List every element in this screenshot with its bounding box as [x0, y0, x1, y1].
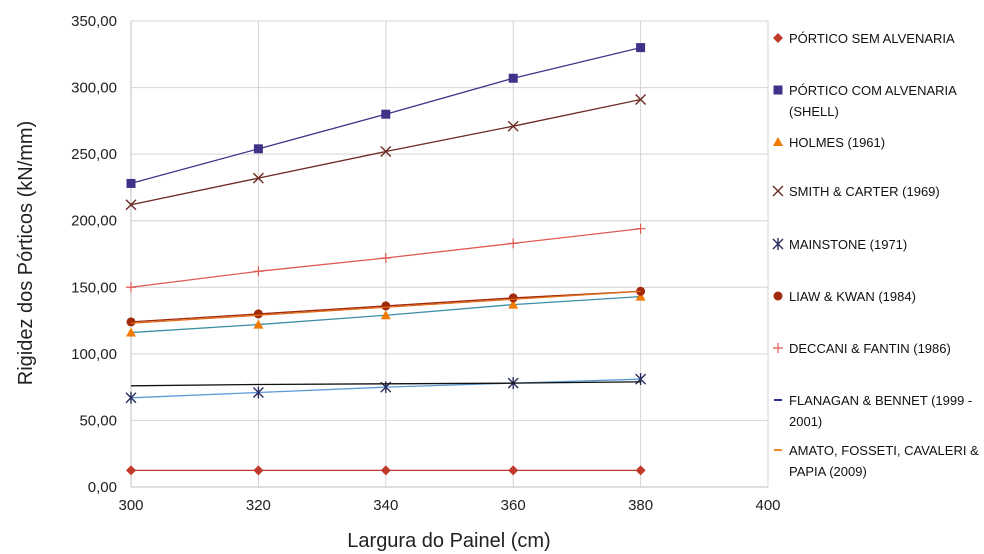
legend-marker-shape [773, 85, 783, 95]
legend-label: PÓRTICO SEM ALVENARIA [789, 31, 955, 46]
legend-label: AMATO, FOSSETI, CAVALERI & PAPIA (2009) [789, 443, 979, 479]
data-point [508, 238, 519, 249]
legend-item: LIAW & KWAN (1984) [770, 286, 984, 307]
legend-marker [773, 291, 783, 301]
data-point [635, 94, 647, 106]
series [130, 381, 641, 387]
legend-label: DECCANI & FANTIN (1986) [789, 341, 951, 356]
data-point [125, 391, 137, 404]
y-tick-label: 300,00 [71, 80, 117, 97]
data-point [253, 465, 264, 476]
legend-marker [773, 85, 783, 95]
legend-marker [773, 33, 783, 43]
data-point [381, 301, 391, 311]
x-axis-title: Largura do Painel (cm) [347, 530, 550, 552]
grid [130, 20, 769, 488]
x-tick-label: 320 [246, 497, 271, 514]
data-point [635, 465, 646, 476]
legend-marker-shape [773, 343, 783, 353]
legend-item: FLANAGAN & BENNET (1999 - 2001) [770, 390, 984, 432]
x-tick-label: 360 [501, 497, 526, 514]
data-point [126, 317, 136, 327]
axes: 300 320 340 360 380 400 0,00 50,00 100,00 150,00 2… [71, 13, 780, 514]
legend-marker [774, 399, 782, 401]
legend-marker [772, 185, 784, 197]
legend-marker [773, 343, 783, 353]
data-point [252, 386, 264, 399]
legend-marker-shape [773, 291, 783, 301]
data-point [507, 120, 519, 132]
legend-item: HOLMES (1961) [770, 132, 984, 153]
legend-label: FLANAGAN & BENNET (1999 - 2001) [789, 393, 973, 429]
legend-item: SMITH & CARTER (1969) [770, 181, 984, 202]
series [126, 223, 646, 293]
data-point [253, 144, 263, 154]
y-tick-label: 150,00 [71, 279, 117, 296]
series [126, 465, 646, 476]
data-point [126, 465, 136, 476]
legend-marker-shape [772, 185, 784, 197]
data-point [381, 109, 391, 119]
data-point [126, 282, 136, 293]
series-layer [125, 43, 647, 476]
legend-label: HOLMES (1961) [789, 135, 886, 150]
y-tick-label: 250,00 [71, 146, 117, 163]
data-point [253, 309, 263, 319]
data-point [636, 43, 646, 53]
legend-label: SMITH & CARTER (1969) [789, 184, 940, 199]
legend-marker-shape [772, 238, 784, 250]
data-point [508, 465, 519, 476]
series-line [130, 381, 641, 387]
x-tick-label: 400 [755, 497, 780, 514]
data-point [253, 266, 264, 277]
legend-item: PÓRTICO COM ALVENARIA (SHELL) [770, 80, 984, 122]
data-point [508, 299, 519, 309]
legend-label: MAINSTONE (1971) [789, 237, 908, 252]
data-point [380, 145, 392, 157]
series [125, 94, 647, 211]
legend-marker [774, 449, 782, 451]
series [126, 291, 646, 337]
data-point [126, 178, 136, 188]
data-point [508, 73, 518, 83]
series [126, 43, 646, 188]
legend-marker [772, 238, 784, 250]
y-tick-label: 0,00 [88, 479, 117, 496]
y-axis-title: Rigidez dos Pórticos (kN/mm) [15, 121, 37, 386]
data-point [126, 327, 136, 337]
data-point [253, 319, 264, 329]
legend-label: LIAW & KWAN (1984) [789, 289, 916, 304]
legend-item: MAINSTONE (1971) [770, 234, 984, 255]
series [130, 290, 641, 324]
y-tick-label: 100,00 [71, 346, 117, 363]
data-point [252, 172, 264, 184]
legend-marker [773, 137, 783, 146]
legend-label: PÓRTICO COM ALVENARIA (SHELL) [789, 83, 957, 119]
legend-item: PÓRTICO SEM ALVENARIA [770, 28, 984, 49]
x-tick-label: 380 [628, 497, 653, 514]
data-point [635, 291, 646, 301]
y-tick-label: 200,00 [71, 213, 117, 230]
y-tick-label: 350,00 [71, 13, 117, 30]
data-point [380, 310, 391, 320]
legend-item: AMATO, FOSSETI, CAVALERI & PAPIA (2009) [770, 440, 984, 482]
data-point [125, 199, 137, 211]
series [125, 373, 647, 404]
data-point [380, 465, 391, 476]
legend-marker-shape [773, 33, 783, 43]
legend-marker-shape [773, 137, 783, 146]
series-line [130, 290, 641, 324]
x-tick-label: 300 [118, 497, 143, 514]
data-point [508, 293, 518, 303]
data-point [635, 223, 646, 234]
x-tick-label: 340 [373, 497, 398, 514]
legend-item: DECCANI & FANTIN (1986) [770, 338, 984, 359]
data-point [380, 252, 391, 263]
y-tick-label: 50,00 [79, 412, 117, 429]
